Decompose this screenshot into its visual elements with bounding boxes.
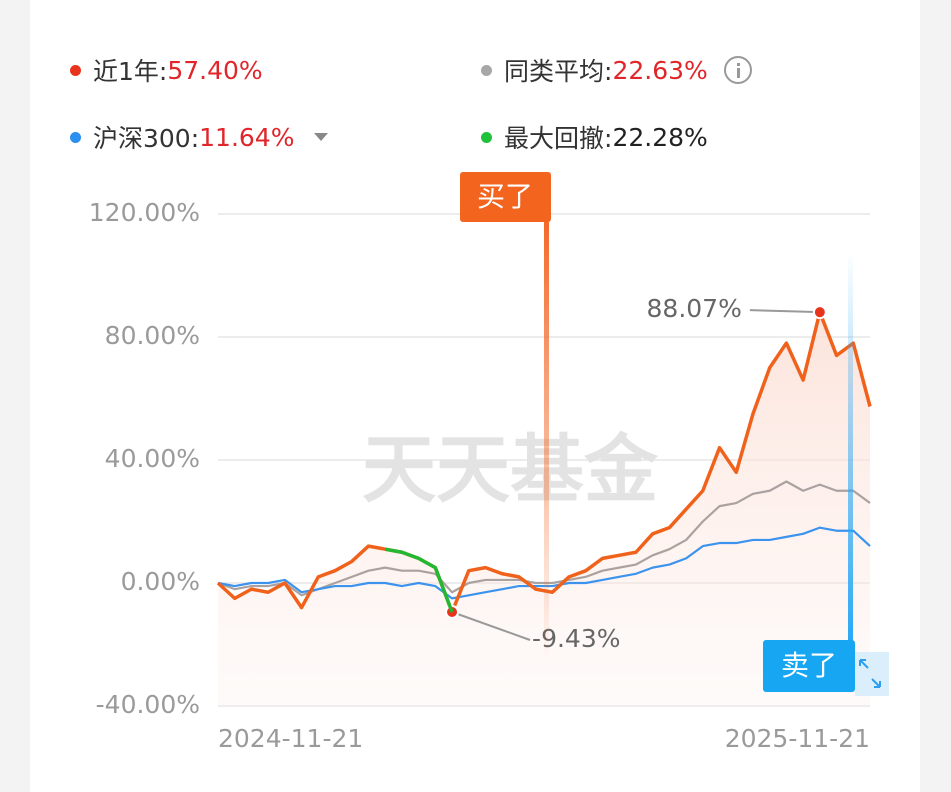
y-tick-label: -40.00%: [96, 690, 200, 719]
legend-name: 沪深300:: [93, 124, 200, 153]
legend-value: 57.40%: [167, 55, 263, 85]
legend-value: 11.64%: [199, 122, 295, 152]
buy-tag: [460, 172, 551, 222]
legend-dot: [70, 131, 81, 143]
series-line: [384, 547, 454, 613]
legend-dot: [481, 131, 492, 143]
annotation-line: [749, 309, 820, 314]
y-tick-label: 40.00%: [105, 444, 200, 473]
legend-dot: [481, 64, 492, 76]
legend-value: 22.28%: [612, 122, 708, 152]
sell-line: [848, 250, 853, 642]
legend-item: 沪深300: 11.64%: [70, 119, 329, 155]
legend-item: 最大回撤: 22.28%: [481, 119, 708, 155]
expand-icon[interactable]: [855, 652, 889, 696]
buy-line: [544, 222, 549, 662]
dropdown-icon[interactable]: [314, 133, 329, 141]
x-tick-label: 2025-11-21: [725, 724, 870, 753]
sell-label: 卖了: [781, 649, 837, 682]
y-tick-label: 120.00%: [89, 198, 200, 227]
legend-name: 近1年:: [93, 57, 168, 86]
legend-name: 最大回撤:: [504, 124, 613, 153]
extreme-dot: [812, 305, 827, 320]
info-icon[interactable]: [723, 56, 752, 84]
y-tick-label: 80.00%: [105, 321, 200, 350]
watermark: 天天基金: [362, 430, 659, 512]
legend-dot: [70, 64, 81, 76]
y-tick-label: 0.00%: [121, 567, 200, 596]
x-tick-label: 2024-11-21: [218, 724, 363, 753]
legend-item: 近1年: 57.40%: [70, 52, 263, 88]
area: [218, 312, 870, 706]
annotation-line: [451, 611, 531, 641]
legend-name: 同类平均:: [504, 57, 613, 86]
buy-label: 买了: [477, 180, 533, 213]
value-label: 88.07%: [647, 294, 742, 323]
legend-item: 同类平均: 22.63%: [481, 52, 752, 88]
expand-arrows: [859, 659, 881, 688]
sell-tag: [763, 640, 855, 692]
legend-value: 22.63%: [612, 55, 708, 85]
